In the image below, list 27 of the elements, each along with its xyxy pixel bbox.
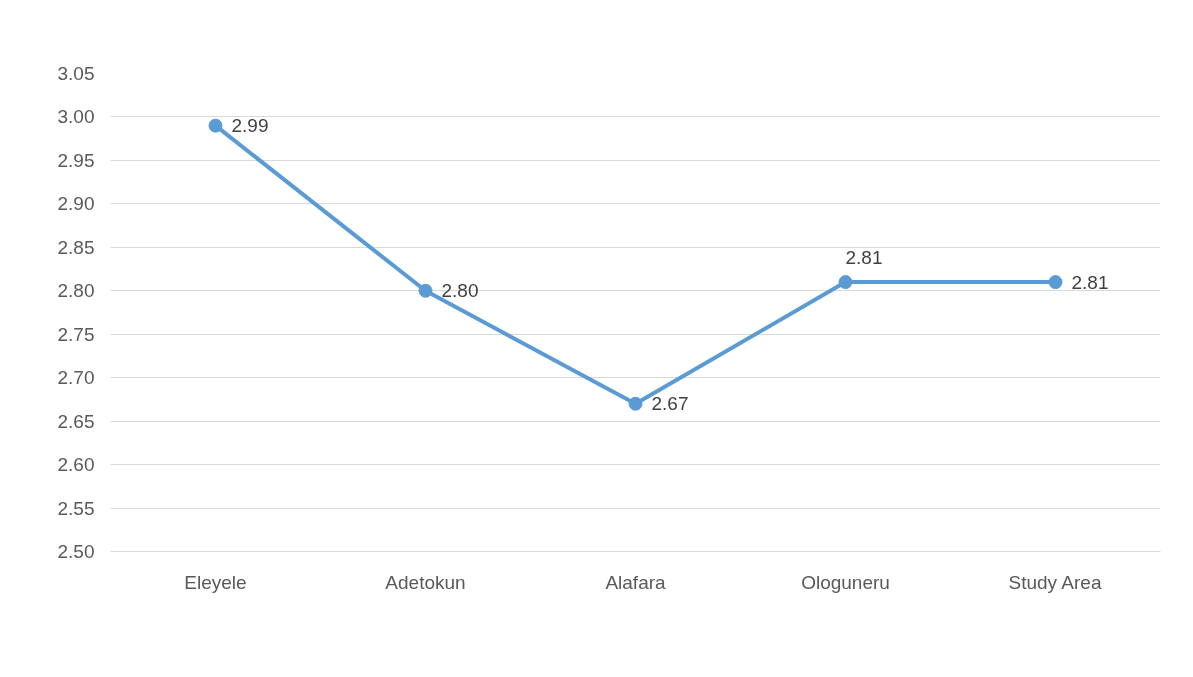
y-tick-label: 2.60 <box>57 454 95 476</box>
y-tick-label: 2.65 <box>57 410 95 432</box>
point <box>1048 275 1063 290</box>
x-tick-label: Eleyele <box>184 571 247 593</box>
y-tick-label: 2.70 <box>57 367 95 389</box>
x-tick-label: Adetokun <box>385 571 466 593</box>
data-label: 2.81 <box>1071 271 1109 293</box>
data-label: 2.67 <box>651 393 689 415</box>
data-label: 2.80 <box>441 280 479 302</box>
point <box>208 118 223 133</box>
x-tick-label: Ologuneru <box>801 571 890 593</box>
y-tick-label: 2.50 <box>57 541 95 562</box>
data-label: 2.81 <box>845 247 883 269</box>
data-label: 2.99 <box>231 115 269 137</box>
point <box>838 275 853 290</box>
x-tick-label: Alafara <box>605 571 667 593</box>
y-tick-label: 2.85 <box>57 236 95 258</box>
y-tick-label: 2.90 <box>57 193 95 215</box>
y-tick-label: 2.75 <box>57 323 95 345</box>
y-tick-label: 2.80 <box>57 280 95 302</box>
y-tick-label: 2.95 <box>57 149 95 171</box>
y-tick-label: 2.55 <box>57 497 95 519</box>
point <box>628 396 643 411</box>
x-tick-label: Study Area <box>1008 571 1102 593</box>
y-tick-label: 3.05 <box>57 63 95 84</box>
point <box>418 283 433 298</box>
y-tick-label: 3.00 <box>57 106 95 128</box>
